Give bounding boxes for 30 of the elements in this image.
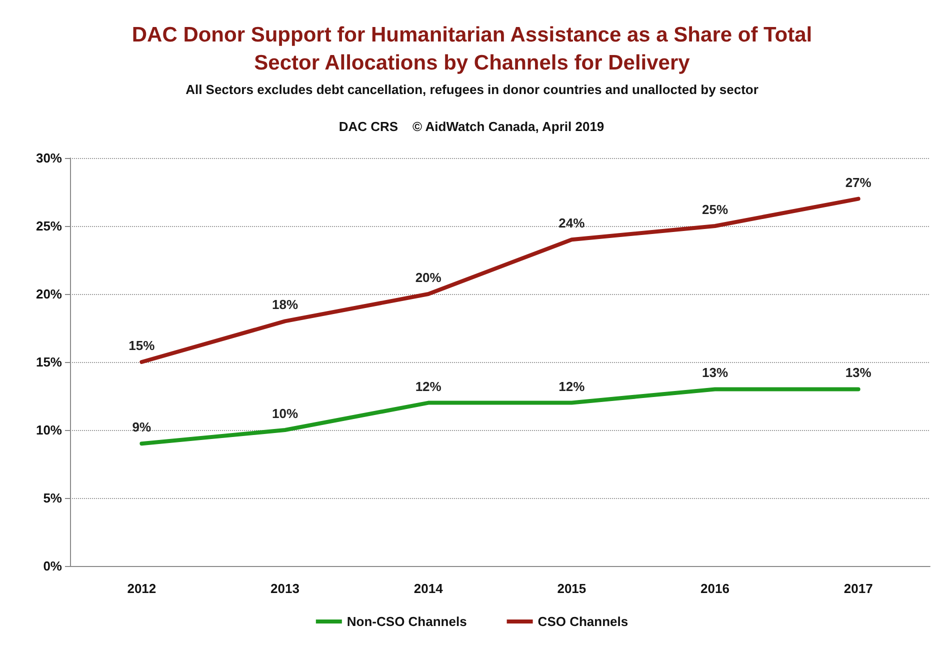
x-tick-label: 2016 (700, 581, 730, 596)
data-label: 25% (702, 202, 728, 217)
data-label: 10% (272, 406, 298, 421)
text: DAC CRS © AidWatch Canada, April 2019 (338, 119, 604, 134)
data-label: 9% (132, 420, 152, 435)
y-tick-label: 20% (36, 286, 62, 302)
data-label: 20% (415, 270, 442, 285)
legend-label: Non-CSO Channels (346, 614, 467, 629)
data-label: 12% (415, 378, 442, 394)
chart-title: DAC Donor Support for Humanitarian Assistance as a Share of Total Sector Allocations by Channels for Delivery (132, 24, 812, 74)
y-tick-label: 5% (43, 490, 62, 506)
chart-subtitle: All Sectors excludes debt cancellation, refugees in donor countries and unallocted by sector (186, 82, 758, 97)
x-tick-label: 2014 (414, 581, 444, 596)
data-label: 15% (128, 338, 156, 353)
y-tick-label: 30% (36, 150, 62, 166)
data-label: 12% (558, 378, 586, 394)
y-tick-label: 10% (36, 422, 62, 438)
y-tick-label: 15% (36, 354, 62, 370)
data-label: 13% (845, 365, 872, 380)
y-tick-label: 0% (43, 558, 62, 574)
data-label: 24% (558, 216, 586, 231)
data-label: 27% (845, 174, 872, 190)
x-tick-label: 2015 (557, 581, 586, 596)
x-tick-label: 2012 (127, 581, 156, 596)
y-tick-label: 25% (36, 218, 62, 234)
data-label: 18% (272, 297, 298, 312)
legend-label: CSO Channels (538, 614, 628, 629)
x-tick-label: 2017 (844, 581, 873, 596)
data-label: 13% (702, 365, 728, 380)
x-tick-label: 2013 (270, 581, 300, 596)
